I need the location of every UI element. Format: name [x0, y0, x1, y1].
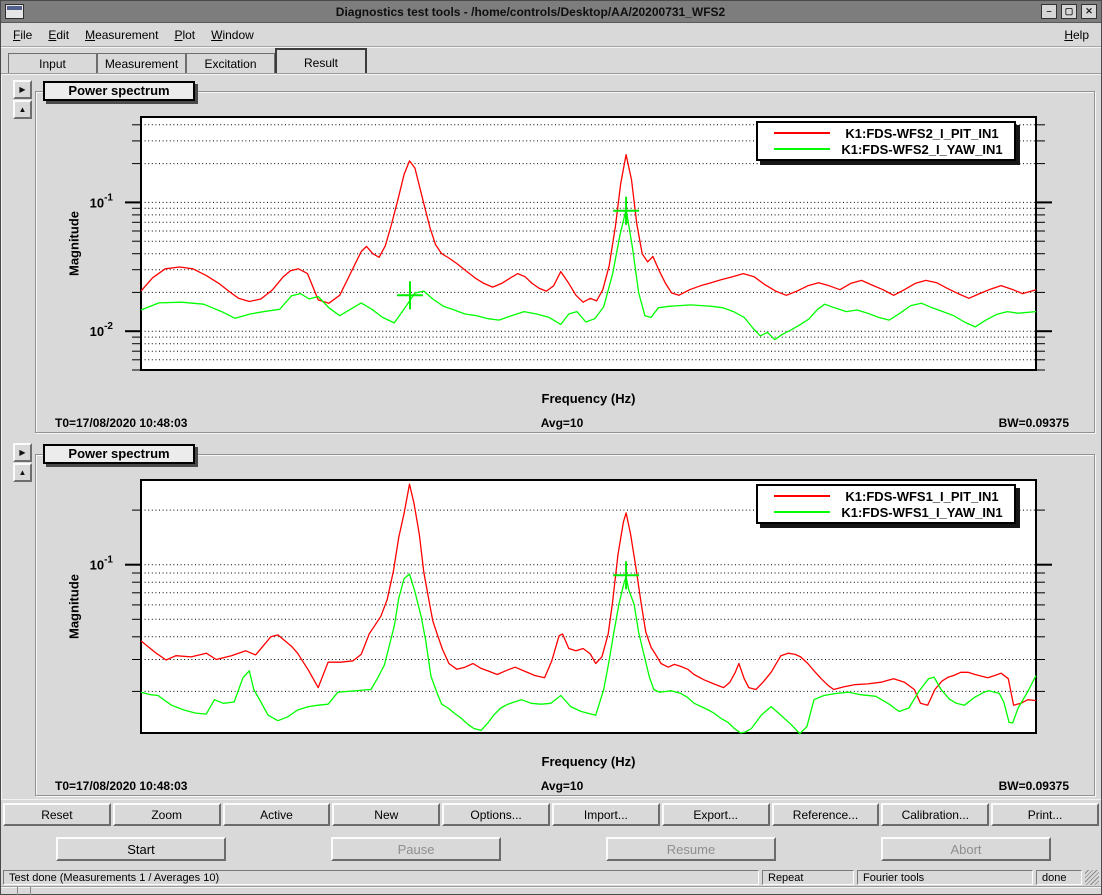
menu-measurement[interactable]: Measurement [85, 27, 159, 42]
measurement-controls: Start Pause Resume Abort [1, 829, 1101, 869]
abort-button[interactable]: Abort [881, 837, 1051, 861]
import-button[interactable]: Import... [551, 803, 660, 826]
spectrum-panel-wfs2: ▶ ▲ Power spectrum Magnitude 10-2 10-1 K1… [5, 77, 1099, 439]
x-axis-label: Frequency (Hz) [541, 754, 636, 769]
pan-right-icon[interactable]: ▶ [13, 443, 32, 462]
calibration-button[interactable]: Calibration... [881, 803, 990, 826]
status-tools: Fourier tools [857, 870, 1033, 885]
menu-edit[interactable]: Edit [48, 27, 70, 42]
resume-button[interactable]: Resume [606, 837, 776, 861]
plot-groupbox [35, 454, 1095, 796]
svg-text:10-2: 10-2 [90, 321, 114, 339]
legend-line-sample-pit [774, 132, 830, 134]
legend-item: K1:FDS-WFS2_I_YAW_IN1 [758, 141, 1014, 157]
plot-type-title: Power spectrum [43, 81, 195, 101]
maximize-button[interactable]: ▢ [1061, 4, 1077, 19]
x-axis-label: Frequency (Hz) [541, 391, 636, 406]
avg-readout: Avg=10 [540, 416, 584, 430]
menu-plot[interactable]: Plot [174, 27, 196, 42]
frame-handle [17, 887, 31, 895]
active-button[interactable]: Active [222, 803, 331, 826]
tabstrip: Input Measurement Excitation Result [1, 47, 1101, 73]
window-bottom-frame [1, 886, 1101, 895]
svg-text:10-1: 10-1 [90, 192, 114, 210]
minimize-button[interactable]: – [1041, 4, 1057, 19]
menubar: File Edit Measurement Plot Window Help [1, 23, 1101, 47]
plot-footer: T0=17/08/2020 10:48:03 Avg=10 BW=0.09375 [55, 779, 1069, 793]
resize-grip[interactable] [1085, 870, 1099, 885]
pause-button[interactable]: Pause [331, 837, 501, 861]
tab-excitation[interactable]: Excitation [186, 53, 275, 73]
bw-readout: BW=0.09375 [998, 779, 1069, 793]
tab-result[interactable]: Result [275, 48, 367, 73]
legend-item: K1:FDS-WFS1_I_PIT_IN1 [758, 488, 1014, 504]
legend-line-sample-pit [774, 495, 830, 497]
plot-legend: K1:FDS-WFS2_I_PIT_IN1 K1:FDS-WFS2_I_YAW_… [756, 121, 1016, 161]
status-repeat: Repeat [762, 870, 854, 885]
plot-toolbar: Reset Zoom Active New Options... Import.… [1, 799, 1101, 829]
t0-readout: T0=17/08/2020 10:48:03 [55, 416, 188, 430]
svg-text:10-1: 10-1 [90, 555, 114, 573]
status-state: done [1036, 870, 1082, 885]
tab-input[interactable]: Input [8, 53, 97, 73]
plot-groupbox [35, 91, 1095, 433]
legend-item: K1:FDS-WFS2_I_PIT_IN1 [758, 125, 1014, 141]
zoom-button[interactable]: Zoom [112, 803, 221, 826]
print-button[interactable]: Print... [991, 803, 1099, 826]
window-title: Diagnostics test tools - /home/controls/… [335, 4, 726, 19]
pan-right-icon[interactable]: ▶ [13, 80, 32, 99]
plot-legend: K1:FDS-WFS1_I_PIT_IN1 K1:FDS-WFS1_I_YAW_… [756, 484, 1016, 524]
result-page: ▶ ▲ Power spectrum Magnitude 10-2 10-1 K1… [1, 73, 1101, 799]
titlebar: Diagnostics test tools - /home/controls/… [1, 1, 1101, 23]
options-button[interactable]: Options... [442, 803, 550, 826]
avg-readout: Avg=10 [540, 779, 584, 793]
pan-up-icon[interactable]: ▲ [13, 463, 32, 482]
legend-label-yaw: K1:FDS-WFS1_I_YAW_IN1 [841, 504, 1003, 520]
spectrum-panel-wfs1: ▶ ▲ Power spectrum Magnitude 10-1 K1:FDS… [5, 440, 1099, 802]
pan-up-icon[interactable]: ▲ [13, 100, 32, 119]
window-menu-icon[interactable] [5, 4, 24, 19]
tab-measurement[interactable]: Measurement [97, 53, 186, 73]
start-button[interactable]: Start [56, 837, 226, 861]
legend-line-sample-yaw [774, 148, 830, 150]
t0-readout: T0=17/08/2020 10:48:03 [55, 779, 188, 793]
legend-label-yaw: K1:FDS-WFS2_I_YAW_IN1 [841, 141, 1003, 157]
plot-type-title: Power spectrum [43, 444, 195, 464]
status-message: Test done (Measurements 1 / Averages 10) [3, 870, 759, 885]
legend-label-pit: K1:FDS-WFS1_I_PIT_IN1 [845, 488, 999, 504]
legend-label-pit: K1:FDS-WFS2_I_PIT_IN1 [845, 125, 999, 141]
statusbar: Test done (Measurements 1 / Averages 10)… [1, 869, 1101, 886]
legend-item: K1:FDS-WFS1_I_YAW_IN1 [758, 504, 1014, 520]
menu-help[interactable]: Help [1064, 27, 1089, 42]
plot-footer: T0=17/08/2020 10:48:03 Avg=10 BW=0.09375 [55, 416, 1069, 430]
new-button[interactable]: New [332, 803, 441, 826]
reference-button[interactable]: Reference... [771, 803, 880, 826]
bw-readout: BW=0.09375 [998, 416, 1069, 430]
legend-line-sample-yaw [774, 511, 830, 513]
reset-button[interactable]: Reset [3, 803, 111, 826]
export-button[interactable]: Export... [661, 803, 770, 826]
menu-window[interactable]: Window [211, 27, 254, 42]
menu-file[interactable]: File [13, 27, 33, 42]
close-button[interactable]: ✕ [1081, 4, 1097, 19]
